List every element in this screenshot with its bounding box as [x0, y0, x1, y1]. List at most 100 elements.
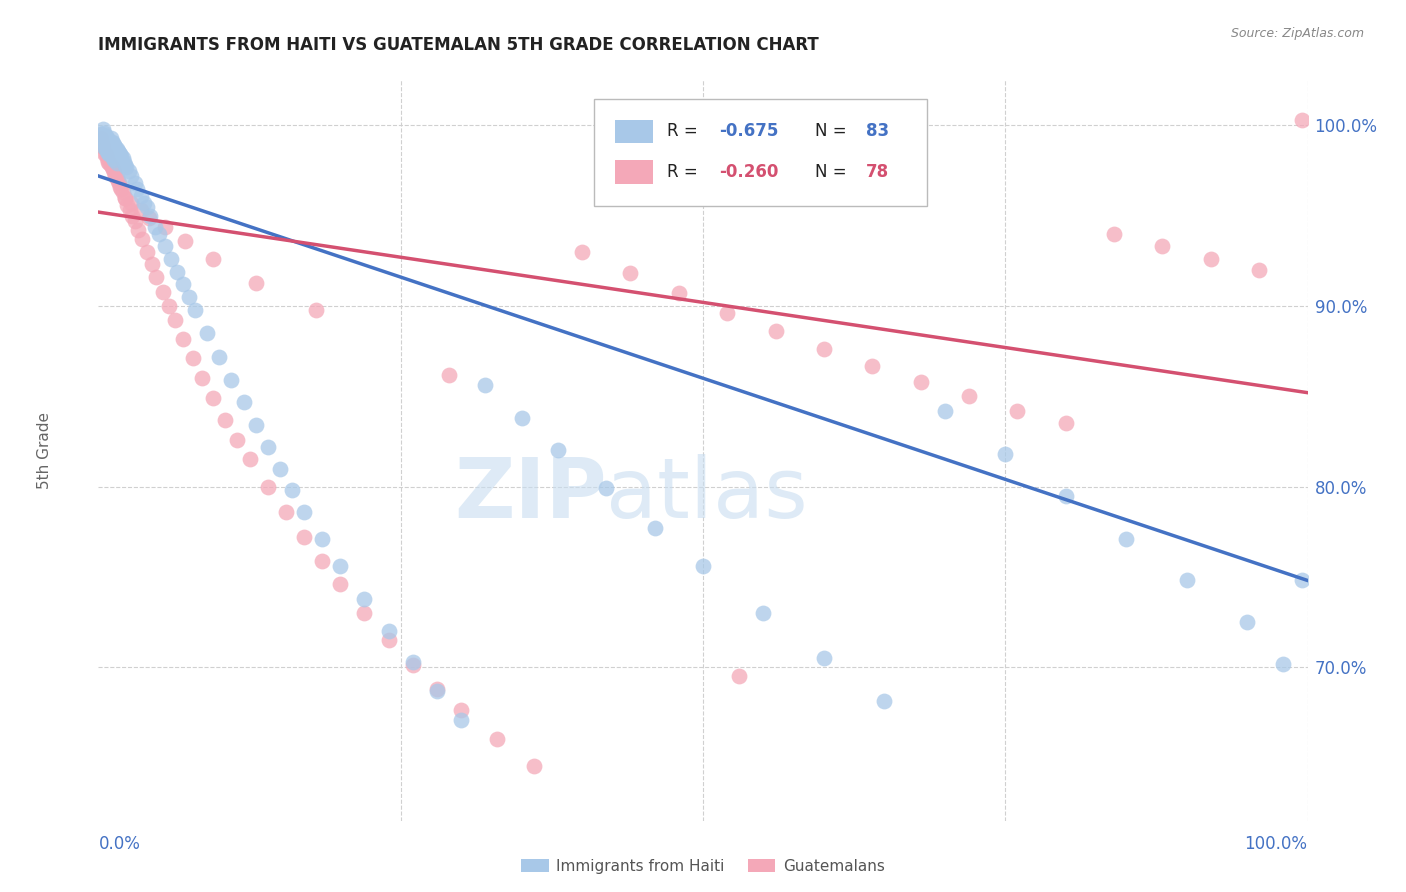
Bar — [614, 161, 654, 184]
Point — [221, 373, 243, 387]
Point — [934, 403, 956, 417]
Text: N =: N = — [815, 163, 852, 181]
Text: -0.675: -0.675 — [718, 121, 778, 140]
Point — [1152, 239, 1174, 253]
Point — [93, 126, 115, 140]
Point — [129, 203, 152, 218]
Point — [1199, 252, 1222, 266]
Point — [135, 244, 157, 259]
Point — [274, 505, 297, 519]
Point — [269, 461, 291, 475]
Point — [311, 553, 333, 567]
Text: ZIP: ZIP — [454, 454, 606, 535]
Point — [100, 131, 122, 145]
Point — [166, 265, 188, 279]
Point — [957, 389, 980, 403]
Point — [141, 257, 163, 271]
Point — [450, 713, 472, 727]
Point — [110, 181, 132, 195]
Point — [139, 209, 162, 223]
FancyBboxPatch shape — [595, 99, 927, 206]
Point — [145, 270, 167, 285]
Point — [160, 252, 183, 266]
Point — [103, 165, 125, 179]
Point — [191, 371, 214, 385]
Point — [184, 302, 207, 317]
Point — [547, 443, 569, 458]
Point — [118, 163, 141, 178]
Point — [100, 147, 122, 161]
Point — [108, 179, 131, 194]
Point — [112, 154, 135, 169]
Point — [107, 144, 129, 158]
Point — [292, 530, 315, 544]
Text: N =: N = — [815, 121, 852, 140]
Legend: Immigrants from Haiti, Guatemalans: Immigrants from Haiti, Guatemalans — [515, 853, 891, 880]
Point — [148, 227, 170, 241]
Point — [202, 252, 225, 266]
Point — [179, 290, 201, 304]
Point — [118, 203, 141, 218]
Point — [163, 313, 186, 327]
Point — [103, 138, 125, 153]
Point — [108, 145, 131, 160]
Point — [873, 694, 896, 708]
Point — [90, 131, 112, 145]
Point — [101, 151, 124, 165]
Point — [765, 324, 787, 338]
Point — [353, 591, 375, 606]
Point — [105, 156, 128, 170]
Text: atlas: atlas — [606, 454, 808, 535]
Point — [127, 181, 149, 195]
Point — [172, 331, 194, 345]
Point — [94, 147, 117, 161]
Point — [97, 145, 120, 160]
Point — [226, 433, 249, 447]
Point — [1115, 532, 1137, 546]
Point — [402, 655, 425, 669]
Point — [232, 394, 254, 409]
Point — [94, 129, 117, 144]
Point — [97, 133, 120, 147]
Point — [305, 302, 328, 317]
Point — [98, 156, 121, 170]
Point — [153, 219, 176, 234]
Point — [1175, 574, 1198, 588]
Point — [91, 122, 114, 136]
Point — [329, 577, 352, 591]
Text: 78: 78 — [866, 163, 890, 181]
Point — [752, 606, 775, 620]
Point — [105, 170, 128, 185]
Point — [329, 559, 352, 574]
Point — [402, 658, 425, 673]
Point — [97, 154, 120, 169]
Point — [114, 158, 136, 172]
Point — [100, 160, 122, 174]
Point — [101, 136, 124, 151]
Text: 83: 83 — [866, 121, 890, 140]
Point — [124, 176, 146, 190]
Point — [91, 140, 114, 154]
Point — [107, 174, 129, 188]
Point — [96, 151, 118, 165]
Point — [311, 532, 333, 546]
Point — [214, 413, 236, 427]
Point — [910, 375, 932, 389]
Point — [1249, 263, 1271, 277]
Point — [98, 135, 121, 149]
Point — [135, 200, 157, 214]
Point — [195, 326, 218, 340]
Point — [93, 140, 115, 154]
Point — [100, 135, 122, 149]
Point — [110, 149, 132, 163]
Point — [93, 145, 115, 160]
Text: 5th Grade: 5th Grade — [37, 412, 52, 489]
Point — [90, 128, 112, 142]
Point — [91, 133, 114, 147]
Point — [1054, 417, 1077, 431]
Point — [523, 759, 546, 773]
Point — [377, 624, 399, 638]
Point — [108, 147, 131, 161]
Point — [813, 343, 835, 357]
Point — [134, 196, 156, 211]
